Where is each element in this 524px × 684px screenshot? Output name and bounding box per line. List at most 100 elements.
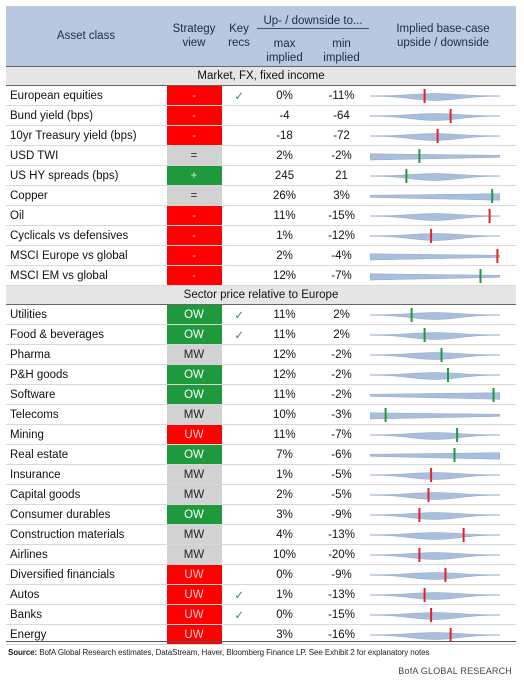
key-rec-cell <box>222 564 256 585</box>
key-rec-cell: ✓ <box>222 304 256 325</box>
implied-distribution-cell <box>370 404 517 425</box>
key-rec-cell <box>222 225 256 246</box>
asset-name: Banks <box>6 604 166 625</box>
distribution-sparkline <box>370 627 501 642</box>
implied-distribution-cell <box>370 85 517 106</box>
source-text: BofA Global Research estimates, DataStre… <box>39 648 430 657</box>
min-implied-value: -16% <box>313 624 371 645</box>
distribution-area <box>370 391 501 400</box>
implied-distribution-cell <box>370 584 517 605</box>
min-implied-value: -72 <box>313 125 371 146</box>
asset-name: Mining <box>6 424 166 445</box>
strategy-view-cell: + <box>165 165 223 186</box>
asset-name: Cyclicals vs defensives <box>6 225 166 246</box>
asset-name: Insurance <box>6 464 166 485</box>
distribution-area <box>370 511 501 520</box>
min-implied-value: -9% <box>313 504 371 525</box>
min-implied-value: -3% <box>313 404 371 425</box>
strategy-view-cell: MW <box>165 404 223 425</box>
col-header-key-recs: Key recs <box>222 6 256 67</box>
distribution-sparkline <box>370 567 501 582</box>
base-case-marker <box>440 347 443 362</box>
key-rec-cell <box>222 165 256 186</box>
asset-name: MSCI Europe vs global <box>6 245 166 266</box>
implied-distribution-cell <box>370 524 517 545</box>
strategy-view-cell: - <box>165 105 223 126</box>
distribution-area <box>370 92 501 101</box>
max-implied-value: 2% <box>256 245 313 266</box>
implied-distribution-cell <box>370 344 517 365</box>
distribution-area <box>370 253 501 260</box>
table-row: Cyclicals vs defensives - 1% -12% <box>6 225 517 246</box>
asset-name: Energy <box>6 624 166 645</box>
key-rec-cell: ✓ <box>222 604 256 625</box>
base-case-marker <box>456 427 459 442</box>
implied-distribution-cell <box>370 624 517 645</box>
implied-distribution-cell <box>370 105 517 126</box>
distribution-sparkline <box>370 307 501 322</box>
distribution-area <box>370 451 501 460</box>
min-implied-value: -4% <box>313 245 371 266</box>
table-row: Bund yield (bps) - -4 -64 <box>6 105 517 126</box>
asset-name: MSCI EM vs global <box>6 265 166 286</box>
strategy-view-cell: OW <box>165 384 223 405</box>
base-case-marker <box>384 407 387 422</box>
col-header-implied-base: Implied base-case upside / downside <box>370 6 517 67</box>
base-case-marker <box>430 607 433 622</box>
table-row: Copper = 26% 3% <box>6 185 517 206</box>
max-implied-value: 1% <box>256 464 313 485</box>
max-implied-value: 26% <box>256 185 313 206</box>
distribution-area <box>370 412 501 419</box>
max-implied-value: 3% <box>256 504 313 525</box>
table-row: Software OW 11% -2% <box>6 384 517 405</box>
min-implied-value: -7% <box>313 265 371 286</box>
strategy-view-cell: - <box>165 85 223 106</box>
strategy-view-cell: MW <box>165 484 223 505</box>
table-row: Diversified financials UW 0% -9% <box>6 564 517 585</box>
footer-rule <box>6 641 516 642</box>
key-rec-cell <box>222 444 256 465</box>
col-header-strategy-view: Strategy view <box>166 6 222 67</box>
distribution-area <box>370 311 501 320</box>
strategy-view-cell: - <box>165 225 223 246</box>
max-implied-value: 11% <box>256 304 313 325</box>
max-implied-value: 11% <box>256 424 313 445</box>
base-case-marker <box>430 228 433 243</box>
base-case-marker <box>462 527 465 542</box>
max-implied-value: 2% <box>256 145 313 166</box>
implied-distribution-cell <box>370 364 517 385</box>
table-row: Real estate OW 7% -6% <box>6 444 517 465</box>
distribution-sparkline <box>370 208 501 223</box>
section-header: Market, FX, fixed income <box>6 66 517 86</box>
distribution-sparkline <box>370 447 501 462</box>
key-rec-cell <box>222 624 256 645</box>
min-implied-value: -2% <box>313 384 371 405</box>
table-row: MSCI EM vs global - 12% -7% <box>6 265 517 286</box>
base-case-marker <box>449 108 452 123</box>
min-implied-value: -15% <box>313 604 371 625</box>
distribution-sparkline <box>370 248 501 263</box>
distribution-sparkline <box>370 327 501 342</box>
min-implied-value: -2% <box>313 344 371 365</box>
min-implied-value: 2% <box>313 324 371 345</box>
max-implied-value: 0% <box>256 85 313 106</box>
checkmark-icon: ✓ <box>234 589 245 602</box>
table-row: Insurance MW 1% -5% <box>6 464 517 485</box>
key-rec-cell: ✓ <box>222 85 256 106</box>
min-implied-value: -6% <box>313 444 371 465</box>
asset-name: Real estate <box>6 444 166 465</box>
implied-distribution-cell <box>370 424 517 445</box>
strategy-view-cell: OW <box>165 444 223 465</box>
max-implied-value: 12% <box>256 344 313 365</box>
asset-name: USD TWI <box>6 145 166 166</box>
table-row: USD TWI = 2% -2% <box>6 145 517 166</box>
asset-name: US HY spreads (bps) <box>6 165 166 186</box>
table-row: Construction materials MW 4% -13% <box>6 524 517 545</box>
base-case-marker <box>423 88 426 103</box>
distribution-area <box>370 153 501 160</box>
col-header-max-implied: max implied <box>256 36 313 67</box>
asset-name: Bund yield (bps) <box>6 105 166 126</box>
strategy-view-cell: - <box>165 125 223 146</box>
table-row: Pharma MW 12% -2% <box>6 344 517 365</box>
base-case-marker <box>488 208 491 223</box>
